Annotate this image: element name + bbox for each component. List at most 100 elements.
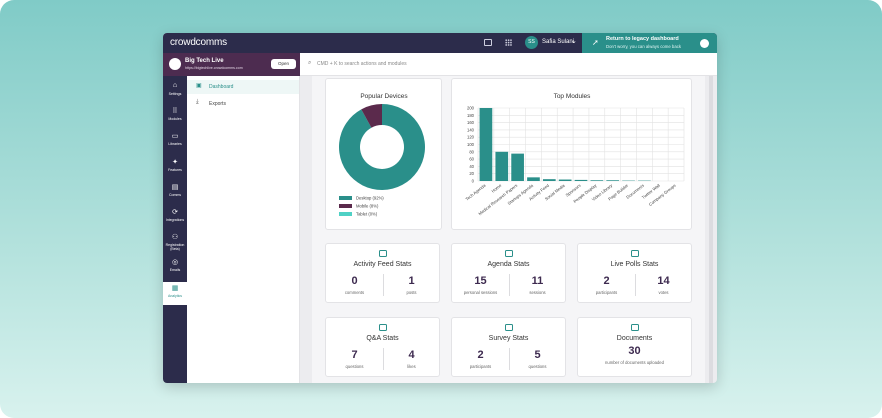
event-logo [169,58,181,70]
divider [509,348,510,370]
stat-label: likes [407,364,416,369]
y-tick-label: 200 [467,106,475,111]
nav-icon: ✦ [172,158,178,166]
stat-icon [631,250,639,257]
stat-icon [631,324,639,331]
subnav-item[interactable]: ▣ Dashboard [187,80,299,94]
search-placeholder: CMD + K to search actions and modules [317,61,407,67]
user-name[interactable]: Safia Sulani [542,39,575,45]
event-url: https://bigtechlive.crowdcomms.com [185,66,243,70]
stat-card: Q&A Stats 7 questions 4 likes [325,317,440,377]
stat-label: sessions [529,290,546,295]
nav-icon: ◎ [171,259,179,267]
legacy-subtitle: Don't worry, you can always come back [606,44,682,49]
nav-label: Modules [168,117,182,122]
legacy-banner[interactable]: ➚ Return to legacy dashboard Don't worry… [582,33,717,53]
bar [558,179,572,181]
stat-label: personal sessions [463,290,498,295]
icon-grid[interactable] [505,39,512,46]
chart-card: Popular Devices Desktop (92%) Mobile (8%) T… [325,78,442,230]
nav-icon: ▤ [171,183,179,191]
legend-swatch [339,204,352,208]
chart-title: Popular Devices [360,93,408,100]
nav-icon: ⚇ [171,234,179,242]
nav-item[interactable]: ▤ Comms [163,181,187,204]
event-name: Big Tech Live [185,58,224,64]
nav-item[interactable]: ⟳ Integrations [163,206,187,229]
stat-icon [379,250,387,257]
scrollbar[interactable] [709,76,713,383]
event-header: Big Tech Live https://bigtechlive.crowdc… [163,53,300,76]
y-tick-label: 80 [469,149,474,154]
nav-item[interactable]: ⌂ Settings [163,80,187,103]
bar [527,177,540,181]
logo[interactable]: crowdcomms [170,37,227,48]
avatar[interactable]: SS [525,36,538,49]
stat-value: 2 [477,349,484,361]
y-tick-label: 0 [472,179,475,184]
subnav-item[interactable]: ⤓ Exports [187,97,299,111]
rocket-icon: ➚ [592,38,599,47]
stat-value: 2 [603,275,610,287]
stat-card: Documents 30 number of documents uploaded [577,317,692,377]
open-button[interactable]: Open [271,59,296,69]
stat-label: participants [595,290,618,295]
nav-icon: ⌂ [172,82,178,89]
nav-item[interactable]: ⠿ Modules [163,105,187,128]
stat-label: comments [344,290,365,295]
bar [574,179,588,181]
bar [606,180,620,181]
bar [511,153,524,181]
legend-label: Mobile (8%) [356,204,379,209]
nav-item[interactable]: ✦ Features [163,156,187,179]
nav-icon: ▦ [171,284,179,292]
stat-value: 1 [408,275,415,287]
nav-item[interactable]: ▦ Analytics [163,281,187,305]
legacy-title: Return to legacy dashboard [606,36,679,42]
search-bar[interactable]: ⌕ CMD + K to search actions and modules [300,53,717,76]
stat-label: posts [406,290,417,295]
y-tick-label: 180 [467,113,475,118]
nav-label: Integrations [165,218,185,222]
stat-icon [505,324,513,331]
stat-label: number of documents uploaded [605,360,664,365]
stat-title: Activity Feed Stats [353,261,412,268]
stat-value: 0 [351,275,358,287]
stat-label: questions [345,364,364,369]
top-bar: crowdcomms SS Safia Sulani ⌄ ➚ Return to… [163,33,717,53]
content: Popular Devices Desktop (92%) Mobile (8%) T… [312,76,705,383]
icon-building[interactable] [484,39,492,46]
chevron[interactable]: ⌄ [571,38,577,45]
legend-swatch [339,212,352,216]
nav-label: Settings [168,92,182,96]
stat-card: Agenda Stats 15 personal sessions 11 session… [451,243,566,303]
divider [383,274,384,296]
x-tick-label: Home [491,182,503,193]
y-tick-label: 120 [467,135,475,140]
nav-item[interactable]: ⚇ Registration (Beta) [163,231,187,254]
chart-title: Top Modules [554,93,592,100]
legend-label: Tablet (0%) [356,212,378,217]
stat-card: Live Polls Stats 2 participants 14 votes [577,243,692,303]
y-tick-label: 60 [469,157,474,162]
stat-label: votes [658,290,669,295]
stat-value: 4 [408,349,415,361]
divider [383,348,384,370]
stat-value: 15 [474,275,487,287]
pie-slice [339,104,425,190]
toggle[interactable] [700,39,709,48]
subnav-label: Exports [209,101,226,107]
bar [542,179,556,181]
chart-card: Top Modules 0 20 40 60 80 100 120 140 160 180 200 Te… [451,78,692,230]
stat-value: 30 [628,345,641,357]
stat-value: 14 [657,275,670,287]
icon-sidebar: EN ⌂Settings⠿Modules▭Libraries✦Features▤… [163,76,187,383]
nav-item[interactable]: ◎ Emails [163,256,187,279]
nav-label: Features [168,167,182,172]
nav-item[interactable]: ▭ Libraries [163,130,187,153]
sub-sidebar: ▣ Dashboard ⤓ Exports [187,76,300,383]
y-tick-label: 140 [467,127,475,132]
search-icon: ⌕ [308,60,312,66]
nav-label: Analytics [167,293,182,298]
